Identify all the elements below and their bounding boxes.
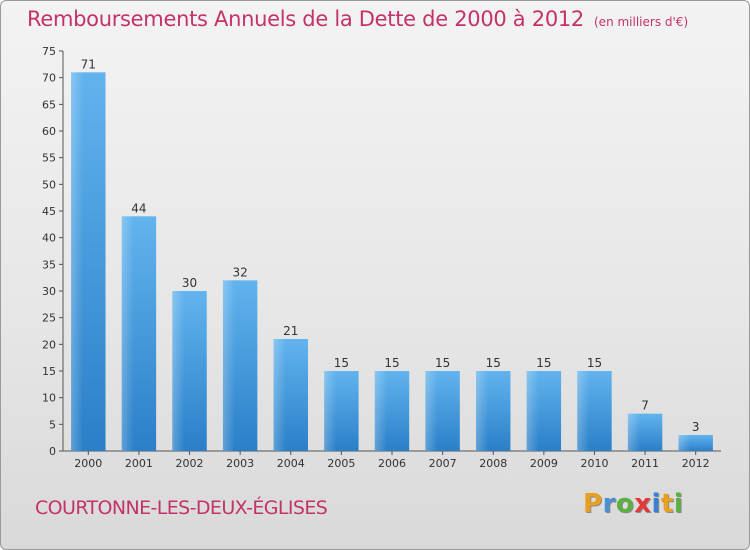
y-tick-label: 70 [42,72,56,85]
x-tick-label-2004: 2004 [277,457,305,470]
y-tick-label: 20 [42,338,56,351]
data-label-2012: 3 [692,420,700,434]
logo-letter: x [634,489,652,519]
proxiti-logo: Proxiti [583,489,683,519]
y-tick-label: 40 [42,232,56,245]
bar-highlight [71,72,84,451]
x-tick-label-2000: 2000 [74,457,102,470]
data-label-2002: 30 [182,276,197,290]
data-label-2008: 15 [486,356,501,370]
x-tick-label-2002: 2002 [176,457,204,470]
y-tick-label: 75 [42,45,56,58]
x-tick-label-2009: 2009 [530,457,558,470]
chart-title: Remboursements Annuels de la Dette de 20… [27,7,688,31]
y-tick-label: 65 [42,98,56,111]
y-tick-label: 55 [42,152,56,165]
y-tick-label: 10 [42,392,56,405]
y-tick-label: 30 [42,285,56,298]
x-tick-label-2012: 2012 [682,457,710,470]
x-tick-label-2001: 2001 [125,457,153,470]
data-label-2005: 15 [334,356,349,370]
data-label-2000: 71 [81,57,96,71]
x-tick-label-2008: 2008 [479,457,507,470]
data-label-2003: 32 [233,265,248,279]
labels: 71 2000 44 2001 30 2002 32 2003 21 2004 15 2005 15 20… [74,57,709,470]
y-tick-label: 60 [42,125,56,138]
bar-highlight [121,216,134,451]
bar-highlight [374,371,387,451]
bar-highlight [678,435,691,451]
logo-letter: i [673,489,684,519]
bar-highlight [222,280,235,451]
y-tick-label: 35 [42,258,56,271]
commune-name: COURTONNE-LES-DEUX-ÉGLISES [35,497,328,519]
x-tick-label-2007: 2007 [429,457,457,470]
bar-highlight [526,371,539,451]
y-tick-label: 45 [42,205,56,218]
x-tick-label-2006: 2006 [378,457,406,470]
logo-letter: i [651,489,661,519]
axes: 0 5 10 15 20 25 30 35 40 45 50 55 60 65 70 75 [42,45,721,458]
bar-highlight [476,371,489,451]
data-label-2006: 15 [384,356,399,370]
logo-letter: o [615,489,635,519]
x-tick-label-2005: 2005 [327,457,355,470]
y-tick-label: 50 [42,178,56,191]
logo-letter: r [602,489,616,519]
bars [71,72,713,451]
y-tick-label: 25 [42,312,56,325]
logo-letter: P [583,489,603,519]
data-label-2009: 15 [536,356,551,370]
chart-subtitle: (en milliers d'€) [594,15,689,29]
bar-highlight [627,413,640,451]
x-tick-label-2003: 2003 [226,457,254,470]
bar-highlight [577,371,590,451]
x-tick-label-2010: 2010 [580,457,608,470]
bar-highlight [324,371,337,451]
x-tick-label-2011: 2011 [631,457,659,470]
data-label-2001: 44 [131,201,146,215]
logo-letter: t [660,489,674,519]
bar-highlight [273,339,286,451]
data-label-2007: 15 [435,356,450,370]
y-tick-label: 0 [49,445,56,458]
bar-highlight [425,371,438,451]
data-label-2011: 7 [641,399,649,413]
y-tick-label: 5 [49,418,56,431]
chart-title-text: Remboursements Annuels de la Dette de 20… [27,7,584,31]
data-label-2004: 21 [283,324,298,338]
bar-highlight [172,291,185,451]
data-label-2010: 15 [587,356,602,370]
y-tick-label: 15 [42,365,56,378]
